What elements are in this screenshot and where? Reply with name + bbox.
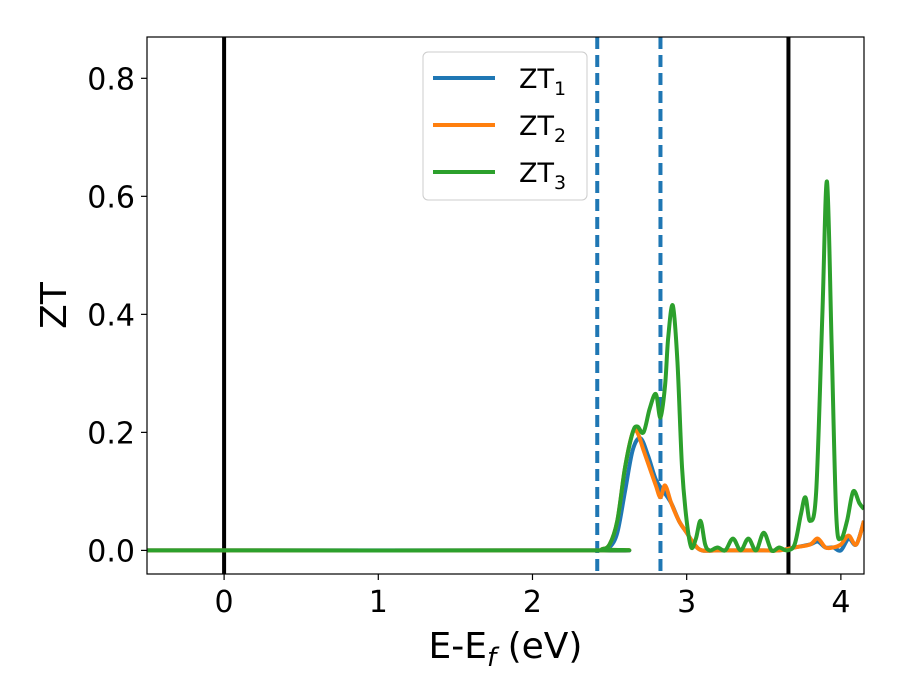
vertical-lines xyxy=(222,37,791,574)
legend-item-zt1: ZT1 xyxy=(433,64,566,100)
x-axis-label-main: E-E xyxy=(429,626,487,667)
y-tick-label: 0.2 xyxy=(87,416,135,451)
x-tick-label: 3 xyxy=(677,585,696,620)
x-axis-label: E-Ef (eV) xyxy=(429,626,583,673)
x-tick-label: 1 xyxy=(369,585,388,620)
y-axis-ticks: 0.0 0.2 0.4 0.6 0.8 xyxy=(87,62,147,569)
series-line-zt3 xyxy=(147,179,864,553)
legend-box xyxy=(422,51,588,201)
y-tick-label: 0.0 xyxy=(87,534,135,569)
x-tick-label: 2 xyxy=(523,585,542,620)
legend-label: ZT2 xyxy=(519,111,566,147)
legend-item-zt2: ZT2 xyxy=(433,111,566,147)
x-tick-label: 0 xyxy=(215,585,234,620)
legend-item-zt3: ZT3 xyxy=(433,158,566,194)
legend: ZT1 ZT2 ZT3 xyxy=(422,51,588,201)
x-tick-label: 4 xyxy=(831,585,850,620)
legend-label: ZT1 xyxy=(519,64,566,100)
y-tick-label: 0.4 xyxy=(87,298,135,333)
series-line-zt1 xyxy=(147,436,864,553)
legend-label: ZT3 xyxy=(519,158,566,194)
series-lines xyxy=(147,179,864,553)
x-axis-ticks: 0 1 2 3 4 xyxy=(215,574,850,620)
y-axis-label: ZT xyxy=(34,281,75,329)
y-tick-label: 0.8 xyxy=(87,62,135,97)
x-axis-label-unit: (eV) xyxy=(496,626,582,667)
y-tick-label: 0.6 xyxy=(87,180,135,215)
plot-frame xyxy=(146,36,865,575)
series-line-zt2 xyxy=(147,426,864,553)
